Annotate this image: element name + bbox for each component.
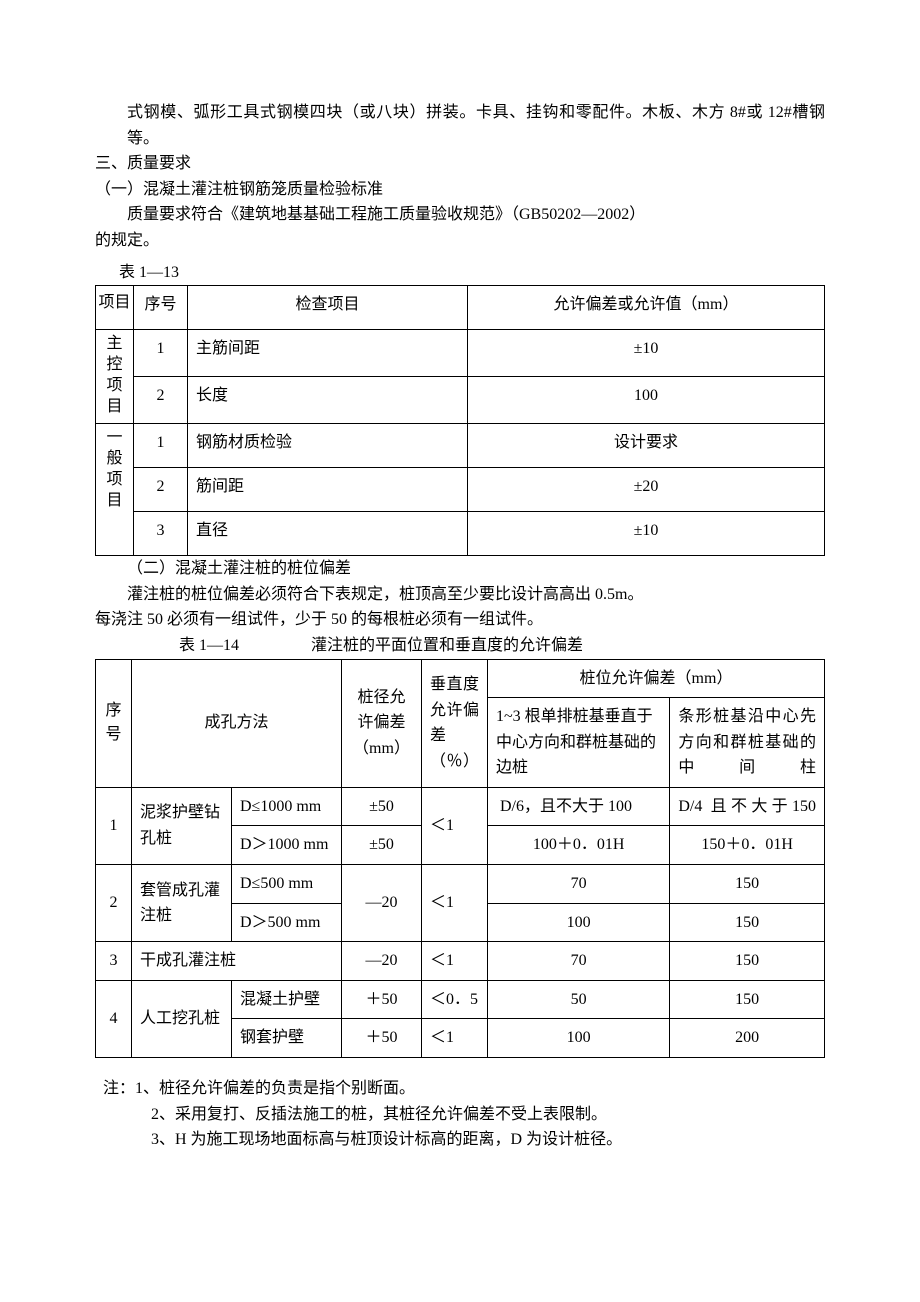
table-row: 主控项目 1 主筋间距 ±10 — [96, 330, 825, 377]
cell: D≤500 mm — [232, 865, 342, 904]
cell: 钢筋材质检验 — [188, 424, 468, 468]
cell: 长度 — [188, 377, 468, 424]
cell: 套管成孔灌注桩 — [132, 865, 232, 942]
cell: 干成孔灌注桩 — [132, 942, 342, 981]
cell: 2 — [134, 468, 188, 512]
table2-label-row: 表 1—14 灌注桩的平面位置和垂直度的允许偏差 — [95, 633, 825, 659]
cell: D＞500 mm — [232, 903, 342, 942]
cell: ＋50 — [342, 980, 422, 1019]
th-method: 成孔方法 — [132, 659, 342, 787]
cell: —20 — [342, 865, 422, 942]
table-1: 项目 序号 检查项目 允许偏差或允许值（mm） 主控项目 1 主筋间距 ±10 … — [95, 285, 825, 556]
cell: D/4 且不大于150 — [670, 787, 825, 826]
cell: ±50 — [342, 826, 422, 865]
cell: 混凝土护壁 — [232, 980, 342, 1019]
cell: 1 — [96, 787, 132, 864]
sub-heading-1: （一）混凝土灌注桩钢筋笼质量检验标准 — [95, 177, 825, 203]
cell: ±10 — [468, 512, 825, 556]
desc-1b: 的规定。 — [95, 228, 825, 254]
note-1: 注：1、桩径允许偏差的负责是指个别断面。 — [103, 1076, 825, 1102]
cell: ＜1 — [422, 787, 488, 864]
table-row: 3 干成孔灌注桩 —20 ＜1 70 150 — [96, 942, 825, 981]
cell: 泥浆护壁钻孔桩 — [132, 787, 232, 864]
cell: 设计要求 — [468, 424, 825, 468]
sub-heading-2: （二）混凝土灌注桩的桩位偏差 — [95, 556, 825, 582]
cell: 150＋0．01H — [670, 826, 825, 865]
cell: ±10 — [468, 330, 825, 377]
cell: 100 — [488, 903, 670, 942]
cell: 直径 — [188, 512, 468, 556]
cell: 人工挖孔桩 — [132, 980, 232, 1057]
th-seq: 序号 — [96, 659, 132, 787]
cell: 2 — [134, 377, 188, 424]
table-row: 4 人工挖孔桩 混凝土护壁 ＋50 ＜0．5 50 150 — [96, 980, 825, 1019]
cell: ＋50 — [342, 1019, 422, 1058]
cell: 1 — [134, 330, 188, 377]
th-category: 项目 — [96, 286, 134, 330]
mid-p2: 每浇注 50 必须有一组试件，少于 50 的每根桩必须有一组试件。 — [95, 607, 825, 633]
cell: 3 — [134, 512, 188, 556]
mid-p1: 灌注桩的桩位偏差必须符合下表规定，桩顶高至少要比设计高高出 0.5m。 — [95, 582, 825, 608]
cell: ＜1 — [422, 942, 488, 981]
table-row: 一般项目 1 钢筋材质检验 设计要求 — [96, 424, 825, 468]
cell: ±20 — [468, 468, 825, 512]
cell: 150 — [670, 903, 825, 942]
th-dia: 桩径允许偏差（mm） — [342, 659, 422, 787]
cell: 150 — [670, 980, 825, 1019]
cell: 150 — [670, 865, 825, 904]
cell: 2 — [96, 865, 132, 942]
cell: 70 — [488, 942, 670, 981]
table-2: 序号 成孔方法 桩径允许偏差（mm） 垂直度允许偏差（％） 桩位允许偏差（mm）… — [95, 659, 825, 1059]
desc-1a: 质量要求符合《建筑地基基础工程施工质量验收规范》（GB50202—2002） — [95, 202, 825, 228]
intro-line: 式钢模、弧形工具式钢模四块（或八块）拼装。卡具、挂钩和零配件。木板、木方 8#或… — [95, 100, 825, 151]
cell: ±50 — [342, 787, 422, 826]
th-pos2: 条形桩基沿中心先方向和群桩基础的中间柱 — [670, 698, 825, 788]
th-value: 允许偏差或允许值（mm） — [468, 286, 825, 330]
table-row: 1 泥浆护壁钻孔桩 D≤1000 mm ±50 ＜1 D/6，且不大于 100 … — [96, 787, 825, 826]
table-header-row: 项目 序号 检查项目 允许偏差或允许值（mm） — [96, 286, 825, 330]
cell: ＜0．5 — [422, 980, 488, 1019]
cell: 50 — [488, 980, 670, 1019]
notes: 注：1、桩径允许偏差的负责是指个别断面。 2、采用复打、反插法施工的桩，其桩径允… — [95, 1076, 825, 1153]
cell: ＜1 — [422, 1019, 488, 1058]
note-3: 3、H 为施工现场地面标高与桩顶设计标高的距离，D 为设计桩径。 — [95, 1127, 825, 1153]
heading-3: 三、质量要求 — [95, 151, 825, 177]
cell: D≤1000 mm — [232, 787, 342, 826]
table1-label: 表 1—13 — [95, 260, 825, 286]
table-row: 3 直径 ±10 — [96, 512, 825, 556]
table-row: 2 长度 100 — [96, 377, 825, 424]
cell: 200 — [670, 1019, 825, 1058]
th-pos1: 1~3 根单排桩基垂直于中心方向和群桩基础的边桩 — [488, 698, 670, 788]
group-general: 一般项目 — [96, 424, 134, 556]
cell: 100 — [488, 1019, 670, 1058]
cell: 4 — [96, 980, 132, 1057]
group-main: 主控项目 — [96, 330, 134, 424]
table2-label: 表 1—14 — [179, 637, 239, 654]
table-header-row: 序号 成孔方法 桩径允许偏差（mm） 垂直度允许偏差（％） 桩位允许偏差（mm） — [96, 659, 825, 698]
cell: 主筋间距 — [188, 330, 468, 377]
note-2: 2、采用复打、反插法施工的桩，其桩径允许偏差不受上表限制。 — [95, 1102, 825, 1128]
cell: D＞1000 mm — [232, 826, 342, 865]
table-row: 2 筋间距 ±20 — [96, 468, 825, 512]
th-item: 检查项目 — [188, 286, 468, 330]
th-seq: 序号 — [134, 286, 188, 330]
cell: 3 — [96, 942, 132, 981]
cell: 150 — [670, 942, 825, 981]
cell: 70 — [488, 865, 670, 904]
th-pos: 桩位允许偏差（mm） — [488, 659, 825, 698]
table2-title: 灌注桩的平面位置和垂直度的允许偏差 — [311, 637, 583, 654]
cell: —20 — [342, 942, 422, 981]
cell: 钢套护壁 — [232, 1019, 342, 1058]
cell: 1 — [134, 424, 188, 468]
th-vert: 垂直度允许偏差（％） — [422, 659, 488, 787]
cell: 100＋0．01H — [488, 826, 670, 865]
table-row: 2 套管成孔灌注桩 D≤500 mm —20 ＜1 70 150 — [96, 865, 825, 904]
cell: D/6，且不大于 100 — [488, 787, 670, 826]
cell: 筋间距 — [188, 468, 468, 512]
cell: 100 — [468, 377, 825, 424]
cell: ＜1 — [422, 865, 488, 942]
